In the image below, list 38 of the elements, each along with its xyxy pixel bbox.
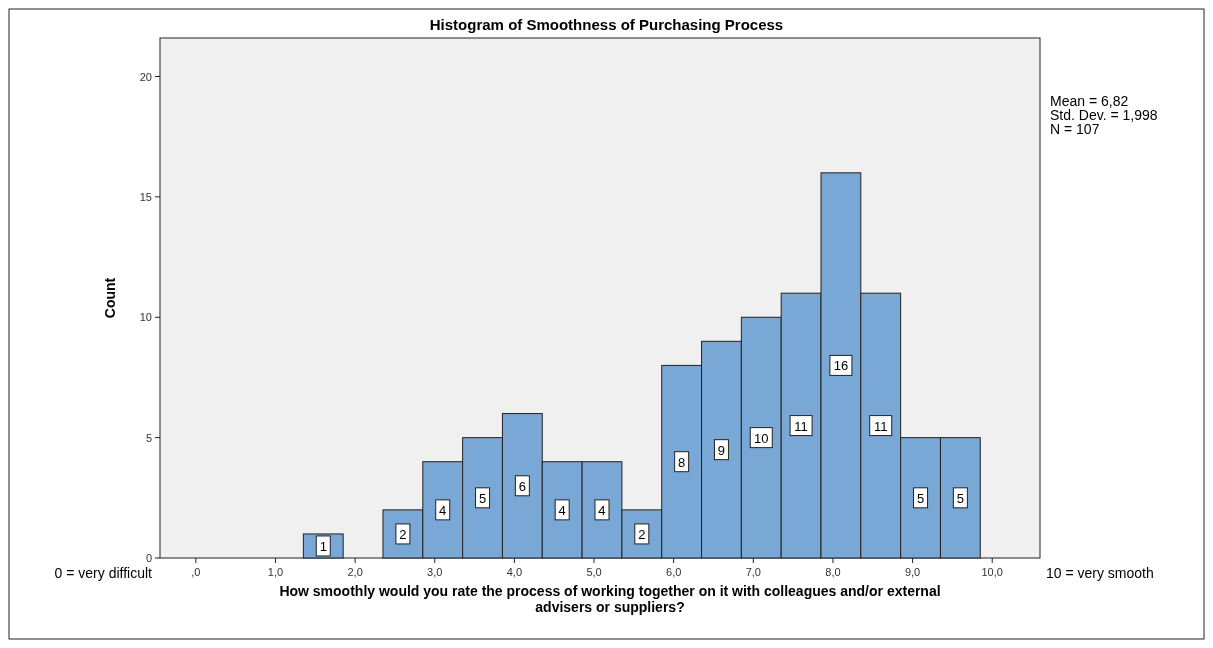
data-label: 8: [678, 454, 686, 470]
data-label: 4: [558, 502, 566, 518]
text: Mean = 6,82 Std. Dev. = 1,998 N = 107: [1050, 93, 1158, 137]
data-label: 5: [478, 490, 487, 506]
y-tick-label: 15: [139, 190, 152, 203]
data-label: 4: [439, 502, 447, 518]
data-label: 1: [319, 538, 327, 554]
data-label: 6: [518, 478, 526, 494]
data-label: 5: [956, 490, 964, 506]
x-tick-label: 6,0: [666, 566, 682, 578]
x-axis-title: How smoothly would you rate the process of working together on it with colleagues and/or external advisers or suppliers?: [279, 583, 941, 615]
data-label: 16: [833, 358, 849, 374]
x-tick-label: ,0: [191, 566, 201, 578]
text: 0 = very difficult: [54, 565, 153, 581]
x-tick-label: 4,0: [506, 566, 523, 578]
data-label: 9: [717, 442, 726, 458]
y-tick-label: 0: [145, 552, 152, 564]
x-tick-label: 10,0: [981, 566, 1003, 578]
chart-title: Histogram of Smoothness of Purchasing Process: [429, 16, 784, 33]
y-tick-label: 10: [139, 311, 152, 324]
data-label: 2: [638, 526, 646, 542]
data-label: 11: [873, 418, 888, 434]
y-axis-title: Count: [102, 277, 118, 319]
x-tick-label: 3,0: [427, 566, 443, 578]
data-label: 5: [916, 490, 925, 506]
data-label: 2: [399, 526, 407, 542]
x-tick-label: 8,0: [825, 566, 841, 578]
y-tick-label: 20: [139, 70, 152, 83]
x-tick-label: 9,0: [904, 566, 921, 578]
x-tick-label: 7,0: [745, 566, 761, 578]
data-label: 11: [794, 418, 808, 434]
x-tick-label: 5,0: [586, 566, 602, 578]
data-label: 10: [754, 430, 769, 446]
x-tick-label: 2,0: [347, 566, 363, 578]
y-tick-label: 5: [145, 431, 152, 444]
text: 10 = very smooth: [1046, 565, 1154, 581]
x-tick-label: 1,0: [267, 566, 284, 578]
data-label: 4: [598, 502, 606, 518]
